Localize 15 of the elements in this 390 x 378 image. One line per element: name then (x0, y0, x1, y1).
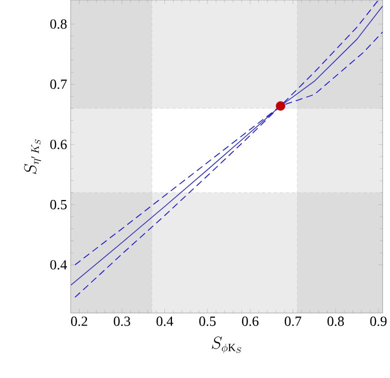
y-tick-label: 0.6 (50, 140, 67, 150)
x-tick-label: 0.6 (242, 316, 259, 326)
y-tick-label: 0.5 (50, 200, 67, 210)
y-tick-label: 0.4 (50, 260, 67, 270)
x-tick-label: 0.8 (327, 316, 344, 326)
y-tick-label: 0.7 (50, 80, 67, 90)
y-tick-label: 0.8 (50, 19, 67, 29)
x-tick-label: 0.9 (370, 316, 387, 326)
x-tick-label: 0.4 (156, 316, 174, 326)
x-axis-title: $S_{\phi \mathrm{K}_S}$ (212, 336, 242, 354)
y-axis-title: $S_{\eta' \, K_S}$ (24, 139, 42, 174)
x-tick-label: 0.2 (71, 316, 88, 326)
x-tick-label: 0.3 (114, 316, 130, 326)
x-tick-label: 0.5 (199, 316, 216, 326)
x-tick-label: 0.7 (284, 316, 302, 326)
